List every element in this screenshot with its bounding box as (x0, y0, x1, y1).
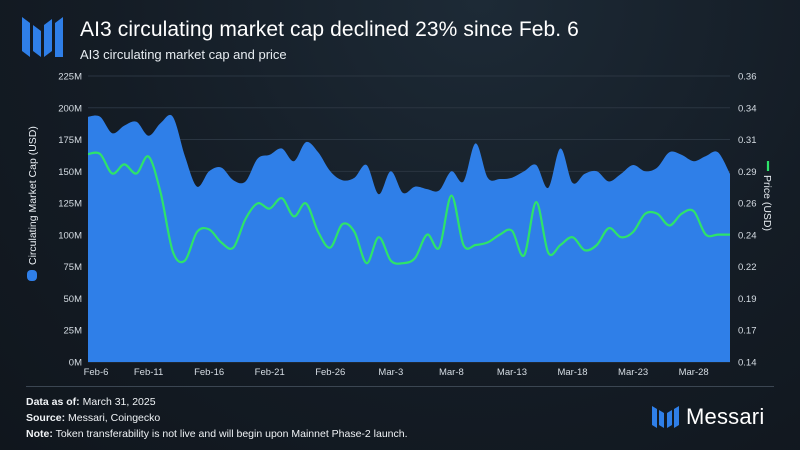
x-axis-tick-label: Mar-18 (557, 367, 587, 378)
messari-logo-icon (22, 17, 63, 57)
source-note: Source: Messari, Coingecko (26, 412, 160, 424)
right-axis-tick-label: 0.22 (738, 262, 757, 273)
data-as-of-note: Data as of: March 31, 2025 (26, 396, 156, 408)
brand-logo: Messari (652, 404, 782, 430)
source-label: Source: (26, 412, 66, 424)
right-axis-tick-label: 0.29 (738, 167, 757, 178)
x-axis-tick-label: Mar-23 (618, 367, 648, 378)
data-as-of-label: Data as of: (26, 396, 80, 408)
market-cap-area-layer (88, 114, 730, 363)
x-axis-ticks: Feb-6 Feb-11 Feb-16 Feb-21 Feb-26 Mar-3 Mar-8 M… (84, 367, 709, 378)
left-axis-tick-label: 225M (58, 72, 82, 83)
axis-titles: Circulating Market Cap (USD) Price (USD) (27, 126, 773, 281)
right-axis-tick-label: 0.19 (738, 294, 757, 305)
price-line-layer (87, 151, 730, 265)
right-axis-tick-label: 0.14 (738, 358, 757, 369)
right-axis-tick-label: 0.34 (738, 103, 757, 114)
x-axis-tick-label: Mar-8 (439, 367, 464, 378)
right-axis-tick-label: 0.26 (738, 199, 757, 210)
right-axis-tick-label: 0.24 (738, 230, 757, 241)
x-axis-tick-label: Mar-28 (679, 367, 709, 378)
right-axis-ticks: 0.14 0.17 0.19 0.22 0.24 0.26 0.29 0.31 0.34 0.36 (738, 72, 757, 369)
chart-subtitle: AI3 circulating market cap and price (80, 47, 287, 62)
left-axis-tick-label: 175M (58, 135, 82, 146)
right-axis-tick-label: 0.17 (738, 326, 757, 337)
market-cap-legend-marker (27, 270, 37, 281)
x-axis-tick-label: Feb-16 (194, 367, 224, 378)
market-cap-area (88, 114, 730, 363)
x-axis-tick-label: Mar-3 (378, 367, 403, 378)
note-label: Note: (26, 428, 53, 440)
footer-divider (26, 386, 774, 387)
x-axis-tick-label: Feb-11 (134, 367, 163, 378)
data-as-of-value: March 31, 2025 (82, 396, 156, 408)
left-axis-tick-label: 25M (64, 326, 83, 337)
messari-brand-icon (652, 406, 679, 428)
left-axis-tick-label: 200M (58, 103, 82, 114)
price-line (87, 151, 730, 265)
disclaimer-note: Note: Token transferability is not live … (26, 428, 408, 440)
brand-name: Messari (686, 404, 765, 429)
right-axis-title: Price (USD) (761, 175, 773, 231)
left-axis-ticks: 0M 25M 50M 75M 100M 125M 150M 175M 200M 225M (58, 72, 82, 369)
left-axis-tick-label: 75M (64, 262, 83, 273)
left-axis-tick-label: 0M (69, 358, 82, 369)
note-value: Token transferability is not live and wi… (55, 428, 408, 440)
left-axis-tick-label: 50M (64, 294, 83, 305)
right-axis-tick-label: 0.31 (738, 135, 757, 146)
left-axis-tick-label: 125M (58, 199, 82, 210)
left-axis-tick-label: 100M (58, 230, 82, 241)
market-cap-price-chart: 0M 25M 50M 75M 100M 125M 150M 175M 200M 225M 0.14… (27, 72, 773, 378)
x-axis-tick-label: Feb-21 (255, 367, 285, 378)
right-axis-tick-label: 0.36 (738, 72, 757, 83)
x-axis-tick-label: Feb-6 (84, 367, 109, 378)
x-axis-tick-label: Mar-13 (497, 367, 527, 378)
x-axis-tick-label: Feb-26 (315, 367, 345, 378)
source-value: Messari, Coingecko (68, 412, 161, 424)
left-axis-title: Circulating Market Cap (USD) (27, 126, 39, 265)
chart-title: AI3 circulating market cap declined 23% … (80, 18, 579, 41)
left-axis-tick-label: 150M (58, 167, 82, 178)
